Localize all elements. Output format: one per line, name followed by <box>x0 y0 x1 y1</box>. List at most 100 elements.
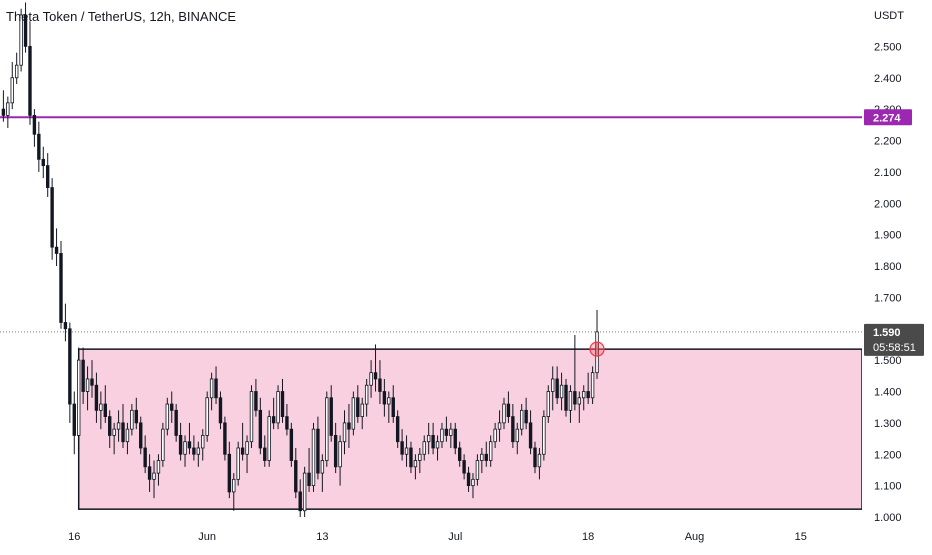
candle-body <box>325 397 329 461</box>
candle <box>254 378 258 417</box>
candle-body <box>338 441 342 468</box>
candle <box>108 410 112 448</box>
candle-body <box>41 158 45 166</box>
candle <box>94 372 99 423</box>
candle <box>533 441 537 474</box>
candle <box>116 410 121 442</box>
y-tick-label: 1.500 <box>874 355 902 367</box>
candle <box>373 344 378 392</box>
y-tick-label: 1.700 <box>874 292 902 304</box>
candle-body <box>422 441 426 455</box>
candle-body <box>125 428 130 443</box>
candle <box>515 422 519 455</box>
candle-body <box>254 391 258 411</box>
candle <box>400 429 404 461</box>
candle <box>99 391 103 430</box>
candle-body <box>258 409 263 449</box>
price-axis[interactable] <box>862 0 932 550</box>
candle-body <box>218 397 223 424</box>
candle-body <box>63 322 68 330</box>
candle-body <box>488 441 493 461</box>
candle-body <box>542 416 546 455</box>
candle-body <box>302 472 307 512</box>
time-axis[interactable] <box>0 520 862 550</box>
candle <box>546 385 550 423</box>
candle-body <box>480 453 484 461</box>
candle <box>333 422 338 474</box>
candle-body <box>32 115 37 135</box>
candle-body <box>409 447 413 468</box>
x-tick-label: 15 <box>795 531 807 543</box>
candle <box>1 90 6 122</box>
candle-body <box>10 77 14 104</box>
candle-body <box>342 422 347 443</box>
candle <box>511 404 515 448</box>
candle <box>559 372 564 411</box>
candle-body <box>528 422 533 449</box>
y-tick-label: 1.100 <box>874 481 902 493</box>
x-tick-label: 16 <box>68 531 80 543</box>
candle-body <box>183 441 187 455</box>
candle <box>240 422 245 461</box>
candle <box>85 366 90 411</box>
candle-body <box>360 403 364 417</box>
candle-body <box>511 416 515 443</box>
y-tick-label: 1.300 <box>874 418 902 430</box>
candle-body <box>103 403 107 417</box>
candle <box>528 410 533 455</box>
candle-body <box>37 133 41 160</box>
candle-body <box>174 409 178 436</box>
candle-body <box>187 441 192 449</box>
candle <box>497 410 502 442</box>
candle-body <box>533 447 537 468</box>
candle <box>267 410 271 467</box>
candle-body <box>280 391 285 418</box>
candle-body <box>484 453 488 461</box>
candle-body <box>351 397 356 430</box>
candle <box>285 404 289 436</box>
last-price-tag <box>864 323 924 356</box>
candle-body <box>134 409 138 424</box>
candle-body <box>551 378 555 392</box>
candle <box>68 322 72 423</box>
candle <box>431 422 435 455</box>
candle-body <box>329 397 333 436</box>
candle-body <box>440 428 444 443</box>
y-tick-label: 1.400 <box>874 387 902 399</box>
candle <box>453 422 457 455</box>
candle <box>391 385 395 423</box>
candle-body <box>289 428 294 461</box>
candle-body <box>347 422 351 430</box>
candle-body <box>46 165 50 188</box>
candle-body <box>276 391 280 424</box>
candle <box>506 391 511 423</box>
candle <box>342 410 347 455</box>
candle-body <box>130 409 134 430</box>
candle-body <box>502 403 506 424</box>
candle <box>192 435 196 461</box>
candle <box>223 416 227 461</box>
candle-body <box>369 372 373 386</box>
candle <box>444 416 449 442</box>
candle <box>520 404 524 436</box>
y-tick-label: 1.200 <box>874 449 902 461</box>
candle <box>356 385 360 423</box>
candle-body <box>497 422 502 430</box>
candle-body <box>590 372 595 399</box>
candle-body <box>121 422 125 443</box>
candle-body <box>382 391 387 405</box>
candle <box>289 422 294 467</box>
x-tick-label: Aug <box>685 531 705 543</box>
candle-body <box>555 378 559 399</box>
candle-body <box>139 422 143 449</box>
candle <box>298 479 302 517</box>
candle <box>170 391 174 423</box>
candle-body <box>267 416 271 461</box>
candle <box>143 435 147 474</box>
candle <box>245 435 249 474</box>
candle <box>125 422 130 455</box>
candle-body <box>475 460 480 480</box>
candle <box>351 391 356 436</box>
